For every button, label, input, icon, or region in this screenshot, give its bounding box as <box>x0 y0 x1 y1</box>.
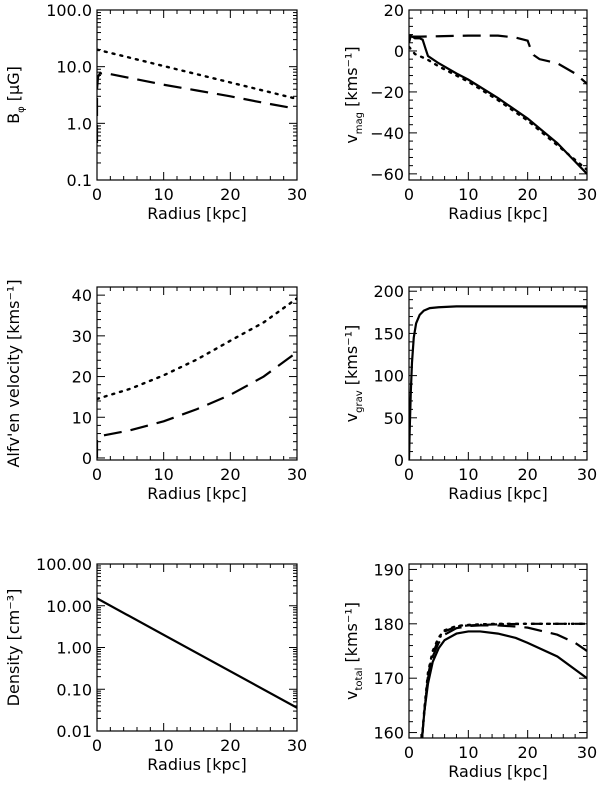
chart-bphi: 0 10 20 30 0.1 1.0 10.0 100.0 Radius [kpc] Bφ [μG… <box>4 1 307 223</box>
x-axis-label: Radius [kpc] <box>147 484 246 503</box>
y-tick-label: 0 <box>82 449 92 468</box>
x-axis-label: Radius [kpc] <box>448 204 547 223</box>
x-tick-label: 20 <box>220 185 240 204</box>
plot-frame <box>408 9 588 181</box>
x-tick-label: 10 <box>153 185 173 204</box>
x-tick-label: 30 <box>577 465 597 484</box>
x-tick-label: 10 <box>458 185 478 204</box>
x-axis-label: Radius [kpc] <box>448 762 547 781</box>
y-tick-label: −20 <box>370 83 404 102</box>
x-axis-label: Radius [kpc] <box>147 755 246 774</box>
y-tick-label: 20 <box>384 1 404 20</box>
x-tick-label: 30 <box>577 185 597 204</box>
x-tick-label: 20 <box>220 465 240 484</box>
series-dotted <box>97 297 297 401</box>
x-tick-label: 20 <box>517 743 537 762</box>
y-tick-label: 200 <box>373 282 404 301</box>
x-tick-label: 10 <box>153 465 173 484</box>
x-axis-label: Radius [kpc] <box>147 204 246 223</box>
chart-vgrav: 0 10 20 30 0 50 100 150 200 Radius [kpc] vgrav [km… <box>342 282 597 503</box>
chart-alfven: 0 10 20 30 0 10 20 30 40 Radius [kpc] Alfv'en velo… <box>4 279 307 503</box>
y-tick-label: 100.00 <box>36 555 92 574</box>
y-axis-label: Bφ [μG] <box>4 66 27 124</box>
x-tick-label: 20 <box>517 465 537 484</box>
y-tick-label: 50 <box>384 409 404 428</box>
x-tick-label: 30 <box>577 743 597 762</box>
y-tick-label: 100 <box>373 367 404 386</box>
y-tick-label: 0 <box>394 42 404 61</box>
x-tick-label: 0 <box>404 185 414 204</box>
y-tick-label: 150 <box>373 324 404 343</box>
y-axis-label: Density [cm⁻³] <box>4 589 23 707</box>
series-dotted <box>97 48 297 101</box>
y-tick-label: 0 <box>394 451 404 470</box>
y-tick-label: 0.1 <box>67 171 92 190</box>
plot-frame <box>408 286 588 461</box>
y-axis-label: Alfv'en velocity [kms⁻¹] <box>4 279 23 467</box>
x-tick-label: 0 <box>92 736 102 755</box>
x-tick-label: 20 <box>220 736 240 755</box>
x-tick-label: 30 <box>287 185 307 204</box>
y-tick-label: −60 <box>370 165 404 184</box>
x-tick-label: 0 <box>92 465 102 484</box>
x-tick-label: 10 <box>153 736 173 755</box>
y-tick-label: 20 <box>72 368 92 387</box>
series-dashed <box>97 351 297 458</box>
y-tick-label: 0.10 <box>56 680 92 699</box>
plot-frame <box>96 563 298 732</box>
x-tick-label: 0 <box>404 743 414 762</box>
y-axis-label: vmag [kms⁻¹] <box>342 46 365 143</box>
x-tick-label: 30 <box>287 465 307 484</box>
y-axis-label: vgrav [kms⁻¹] <box>342 325 365 423</box>
series-solid <box>409 33 587 175</box>
y-tick-label: 160 <box>373 724 404 743</box>
series-solid <box>97 597 297 709</box>
series-dashed <box>420 624 587 738</box>
x-tick-label: 10 <box>458 743 478 762</box>
plot-frame <box>96 9 298 181</box>
x-axis-label: Radius [kpc] <box>448 484 547 503</box>
x-tick-label: 0 <box>404 465 414 484</box>
y-tick-label: 1.00 <box>56 639 92 658</box>
chart-density: 0 10 20 30 0.01 0.10 1.00 10.00 100.00 Radius [kp… <box>4 555 307 774</box>
plot-frame <box>96 286 298 461</box>
y-tick-label: −40 <box>370 124 404 143</box>
y-tick-label: 1.0 <box>67 114 92 133</box>
x-tick-label: 10 <box>458 465 478 484</box>
series-dashdot <box>420 622 587 738</box>
y-tick-label: 190 <box>373 560 404 579</box>
series-solid <box>409 305 587 460</box>
y-tick-label: 100.0 <box>46 1 92 20</box>
y-tick-label: 10 <box>72 408 92 427</box>
y-tick-label: 170 <box>373 669 404 688</box>
y-tick-label: 30 <box>72 327 92 346</box>
y-tick-label: 0.01 <box>56 722 92 741</box>
x-tick-label: 0 <box>92 185 102 204</box>
series-dotted <box>420 622 587 738</box>
x-tick-label: 30 <box>287 736 307 755</box>
series-solid <box>420 630 587 738</box>
y-tick-label: 10.00 <box>46 597 92 616</box>
series-dashed <box>409 34 587 85</box>
y-tick-label: 180 <box>373 615 404 634</box>
x-tick-label: 20 <box>517 185 537 204</box>
y-axis-label: vtotal [kms⁻¹] <box>342 602 365 700</box>
y-tick-label: 10.0 <box>56 58 92 77</box>
y-tick-label: 40 <box>72 286 92 305</box>
series-dashed <box>97 71 297 143</box>
series-dotted <box>409 45 587 171</box>
chart-vtotal: 0 10 20 30 160 170 180 190 Radius [kpc] vtotal [k… <box>342 560 597 781</box>
